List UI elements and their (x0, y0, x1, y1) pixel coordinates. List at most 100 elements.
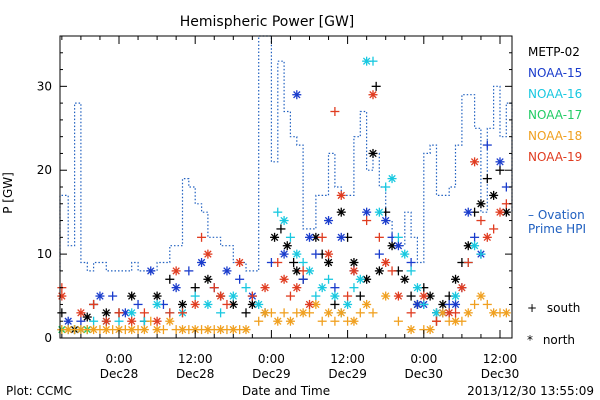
point-noaa-16-9 (152, 299, 162, 309)
point-metp-02-33 (355, 291, 365, 301)
point-metp-02-20 (270, 232, 280, 242)
point-noaa-19-36 (381, 258, 391, 267)
point-noaa-16-14 (216, 308, 226, 318)
point-noaa-19-37 (387, 266, 397, 276)
point-metp-02-29 (330, 299, 340, 309)
point-metp-02-18 (247, 299, 257, 309)
y-tick-label-2: 20 (37, 163, 52, 177)
point-noaa-18-37 (273, 316, 283, 326)
point-noaa-16-27 (330, 291, 340, 301)
point-noaa-19-32 (349, 266, 359, 276)
point-noaa-15-11 (171, 283, 181, 293)
legend-noaa-19: NOAA-19 (528, 150, 582, 164)
point-metp-02-13 (190, 283, 200, 293)
point-noaa-18-50 (355, 308, 365, 318)
point-metp-02-55 (489, 190, 499, 200)
point-noaa-19-16 (216, 291, 226, 301)
point-noaa-18-17 (139, 325, 149, 335)
point-noaa-18-63 (463, 308, 473, 318)
legend-noaa-18: NOAA-18 (528, 129, 582, 143)
point-noaa-15-21 (298, 274, 308, 284)
point-noaa-15-9 (146, 266, 156, 276)
point-metp-02-14 (203, 274, 213, 284)
point-noaa-16-26 (324, 274, 334, 284)
point-noaa-15-25 (330, 283, 340, 293)
point-noaa-15-19 (279, 249, 289, 259)
point-noaa-19-49 (489, 224, 499, 234)
point-metp-02-12 (178, 299, 187, 309)
footer-plot-credit: Plot: CCMC (6, 384, 72, 398)
point-metp-02-32 (349, 258, 359, 267)
point-noaa-18-64 (470, 299, 480, 309)
point-noaa-15-33 (406, 258, 416, 267)
point-noaa-15-29 (374, 249, 384, 259)
marker-south-label: south (547, 301, 581, 315)
point-noaa-15-30 (381, 216, 391, 226)
point-noaa-18-36 (266, 308, 276, 318)
point-noaa-19-22 (279, 274, 289, 284)
point-noaa-15-8 (133, 299, 143, 309)
point-metp-02-36 (371, 81, 381, 91)
marker-north-symbol: * (527, 333, 533, 347)
point-noaa-15-13 (197, 258, 207, 267)
point-noaa-18-45 (324, 308, 334, 318)
point-metp-02-6 (101, 308, 111, 318)
point-noaa-16-20 (285, 232, 295, 242)
point-noaa-19-8 (152, 316, 162, 326)
point-noaa-16-22 (298, 258, 308, 267)
point-noaa-15-41 (463, 207, 473, 217)
x-tick-date-5: Dec30 (481, 367, 520, 381)
point-noaa-19-50 (495, 207, 505, 217)
plot-frame (59, 35, 513, 339)
point-noaa-19-39 (406, 308, 416, 318)
point-noaa-18-62 (457, 316, 467, 326)
point-noaa-15-24 (324, 216, 334, 226)
point-noaa-16-24 (311, 291, 321, 301)
point-noaa-16-15 (228, 291, 238, 301)
point-noaa-15-3 (63, 316, 73, 326)
ovation-hpi-line (59, 35, 513, 272)
marker-legend-south: + south (527, 301, 580, 315)
point-noaa-16-39 (406, 266, 416, 276)
point-metp-02-49 (451, 274, 461, 284)
y-axis-label: P [GW] (1, 172, 15, 214)
point-metp-02-35 (368, 148, 378, 158)
point-noaa-19-3 (89, 299, 99, 309)
point-noaa-19-45 (463, 258, 473, 267)
point-noaa-19-46 (470, 157, 480, 167)
point-noaa-19-41 (432, 316, 441, 326)
point-noaa-19-13 (197, 232, 207, 242)
point-noaa-18-38 (279, 308, 289, 318)
ovation-label-line1: – Ovation (528, 208, 585, 222)
point-metp-02-30 (336, 207, 346, 217)
point-noaa-19-29 (330, 107, 340, 116)
point-noaa-15-20 (292, 90, 302, 100)
point-metp-02-41 (400, 274, 410, 284)
point-noaa-19-17 (222, 299, 232, 309)
x-tick-date-1: Dec28 (176, 367, 215, 381)
point-metp-02-2 (57, 308, 67, 318)
x-tick-label-3: 12:00 (330, 352, 365, 366)
point-noaa-19-5 (114, 308, 124, 318)
legend-noaa-15: NOAA-15 (528, 66, 582, 80)
point-noaa-18-52 (368, 308, 378, 318)
ticks-layer: 01020300:00Dec2812:00Dec280:00Dec2912:00… (37, 35, 520, 381)
point-noaa-16-40 (412, 283, 422, 293)
x-tick-date-0: Dec28 (100, 367, 139, 381)
point-noaa-19-38 (393, 291, 403, 301)
point-noaa-16-34 (374, 207, 384, 217)
point-noaa-18-39 (285, 316, 295, 326)
point-noaa-18-47 (336, 308, 346, 318)
point-noaa-15-23 (311, 249, 321, 259)
point-noaa-19-23 (285, 291, 295, 301)
point-noaa-19-21 (273, 258, 283, 267)
point-noaa-19-4 (101, 316, 111, 326)
point-noaa-19-7 (139, 308, 149, 318)
point-noaa-19-28 (324, 249, 334, 259)
point-noaa-18-9 (89, 325, 99, 335)
point-noaa-16-4 (89, 316, 99, 326)
x-tick-label-4: 0:00 (410, 352, 437, 366)
point-noaa-19-1 (57, 291, 67, 301)
point-noaa-19-10 (171, 266, 181, 276)
point-metp-02-42 (406, 291, 416, 301)
